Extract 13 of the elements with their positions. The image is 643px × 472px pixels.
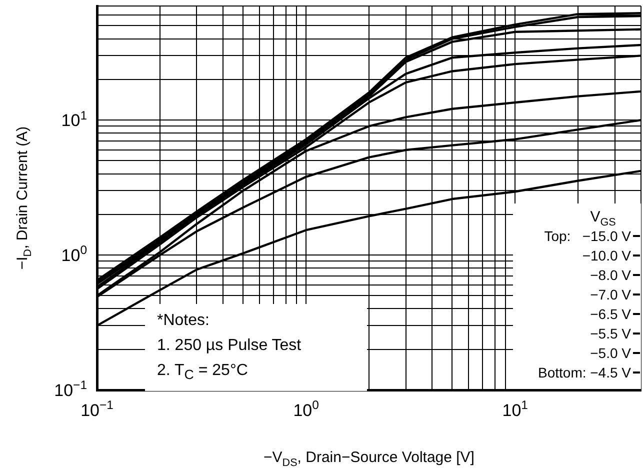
annotation: 2. T$_{C}$ = 25°C bbox=[157, 361, 249, 384]
legend-label: −5.5 V bbox=[590, 326, 632, 342]
notes-panel: *Notes: 1. 250 µs Pulse Test 2. T$_{C}$ = 25°C bbox=[145, 304, 367, 392]
y-axis-title: −ID, Drain Current (A) bbox=[14, 126, 34, 270]
annotation: *Notes: bbox=[157, 311, 210, 331]
legend-label: −8.0 V bbox=[590, 267, 632, 283]
legend-label: −5.0 V bbox=[590, 345, 632, 361]
legend-label: −7.0 V bbox=[590, 286, 632, 302]
legend-label: −10.0 V bbox=[582, 248, 632, 264]
legend-label: Top: −15.0 V bbox=[544, 228, 632, 244]
legend-label: −6.5 V bbox=[590, 306, 632, 322]
legend-label: Bottom: −4.5 V bbox=[538, 364, 632, 380]
annotation: 1. 250 µs Pulse Test bbox=[157, 336, 302, 356]
